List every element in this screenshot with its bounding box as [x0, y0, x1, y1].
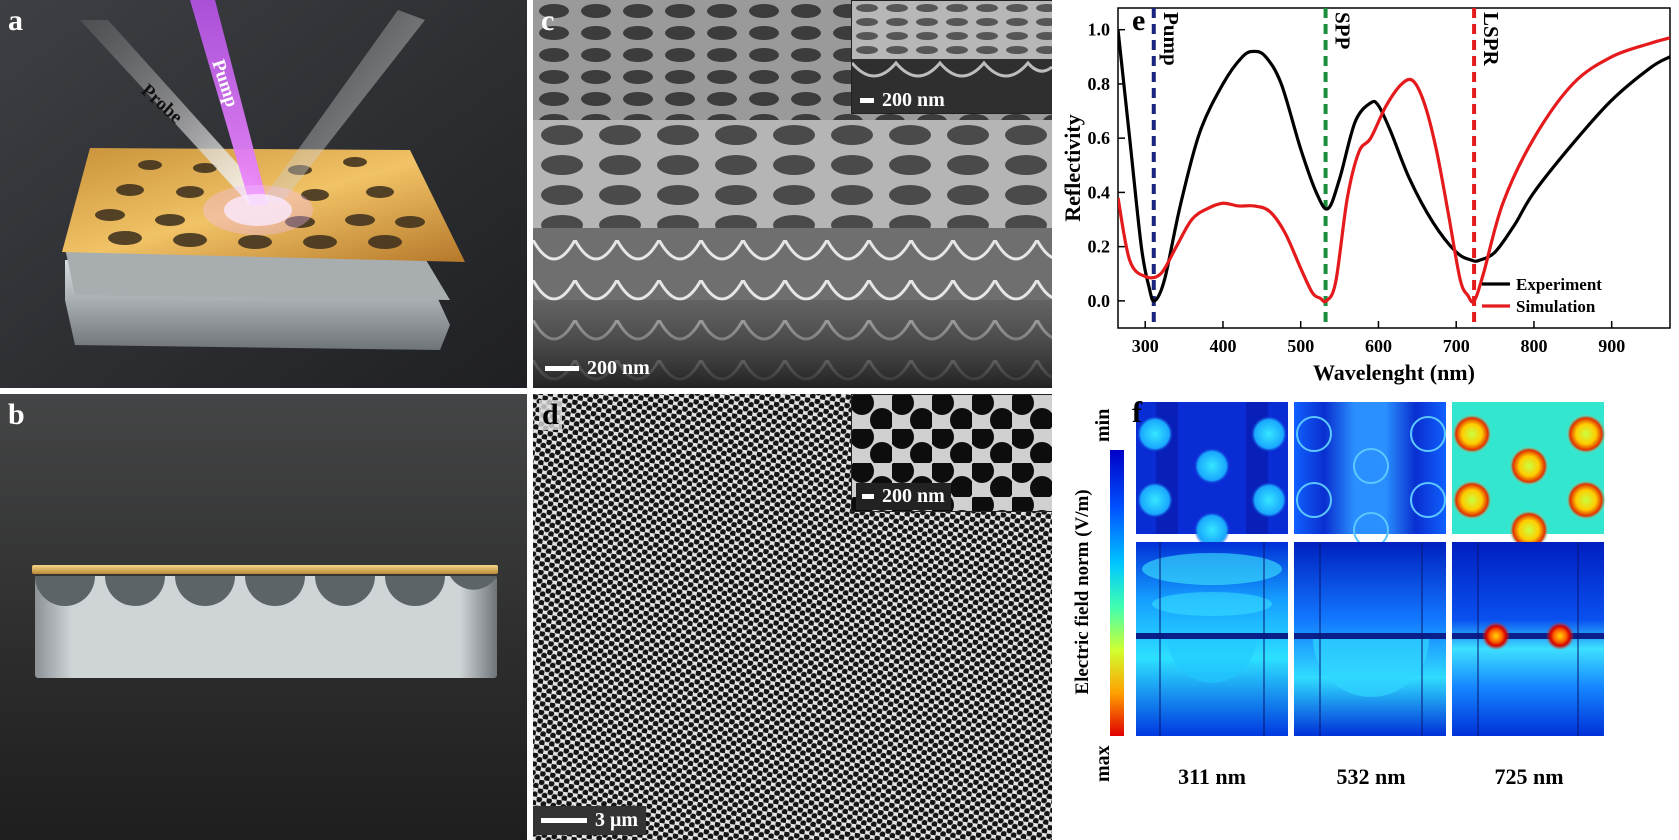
legend-label-experiment: Experiment	[1516, 275, 1602, 294]
panel-d: d 200 nm 3 μm	[533, 394, 1052, 840]
vline-label-lspr: LSPR	[1479, 12, 1503, 67]
colorbar-min-label: min	[1092, 409, 1114, 442]
y-axis-label: Reflectivity	[1060, 114, 1085, 222]
reflectivity-chart: Reflectivity Wavelenght (nm) 300 400 500 60…	[1060, 7, 1671, 385]
panel-b: b	[0, 394, 527, 840]
wavelength-label-725: 725 nm	[1494, 764, 1563, 789]
panel-c-scalebar: 200 nm	[545, 357, 650, 380]
x-tick-label-1: 400	[1209, 336, 1236, 356]
x-tick-label-4: 700	[1443, 336, 1470, 356]
panel-c-label: c	[541, 4, 555, 37]
panel-f: f	[1058, 394, 1679, 840]
panel-c-scale-text: 200 nm	[587, 357, 650, 379]
legend-label-simulation: Simulation	[1516, 297, 1596, 316]
panel-c-inset-scalebar: 200 nm	[860, 89, 945, 112]
wavelength-label-532: 532 nm	[1336, 764, 1405, 789]
field-map-311	[1136, 402, 1288, 736]
panel-f-label: f	[1132, 396, 1142, 429]
x-tick-label-5: 800	[1520, 336, 1547, 356]
sem-inset-image	[852, 1, 1052, 113]
panel-c: c	[533, 0, 1052, 388]
colorbar-title: Electric field norm (V/m)	[1072, 489, 1093, 694]
panel-d-inset: 200 nm	[851, 394, 1052, 512]
y-tick-label-1: 0.2	[1088, 237, 1111, 257]
panel-a-label: a	[8, 4, 23, 37]
panel-d-scale-text: 3 μm	[595, 809, 638, 831]
panel-d-scalebar: 3 μm	[533, 806, 646, 835]
plot-frame	[1117, 7, 1671, 329]
panel-b-label: b	[8, 398, 25, 431]
y-tick-label-5: 1.0	[1088, 20, 1111, 40]
series-line-experiment	[1118, 29, 1670, 303]
schematic-3d: Probe Pump	[0, 0, 527, 388]
colorbar	[1110, 450, 1124, 736]
field-maps: min max Electric field norm (V/m)	[1072, 402, 1606, 789]
y-tick-label-0: 0.0	[1088, 291, 1111, 311]
panel-e: e Reflectivity Wavelenght (nm) 300 400 500…	[1058, 0, 1679, 394]
panel-a: a	[0, 0, 527, 388]
y-tick-label-3: 0.6	[1088, 128, 1111, 148]
field-map-532	[1294, 402, 1446, 736]
field-map-725	[1452, 402, 1606, 736]
wavelength-label-311: 311 nm	[1178, 764, 1246, 789]
x-axis-label: Wavelenght (nm)	[1313, 360, 1475, 385]
panel-c-inset-scale-text: 200 nm	[882, 89, 945, 111]
y-tick-label-2: 0.4	[1088, 182, 1111, 202]
x-tick-label-3: 600	[1365, 336, 1392, 356]
panel-e-label: e	[1132, 4, 1146, 37]
x-tick-label-0: 300	[1132, 336, 1159, 356]
x-tick-label-6: 900	[1598, 336, 1625, 356]
colorbar-max-label: max	[1092, 745, 1114, 782]
series-line-simulation	[1118, 36, 1670, 304]
x-tick-label-2: 500	[1287, 336, 1314, 356]
y-tick-label-4: 0.8	[1088, 74, 1111, 94]
panel-d-inset-scale-text: 200 nm	[882, 485, 945, 507]
cross-section-schematic	[0, 394, 527, 840]
vline-label-pump: Pump	[1159, 12, 1183, 66]
panel-d-label: d	[539, 400, 562, 430]
vline-label-spp: SPP	[1331, 12, 1355, 50]
panel-d-inset-scalebar: 200 nm	[856, 483, 951, 510]
panel-c-inset: 200 nm	[851, 0, 1052, 114]
